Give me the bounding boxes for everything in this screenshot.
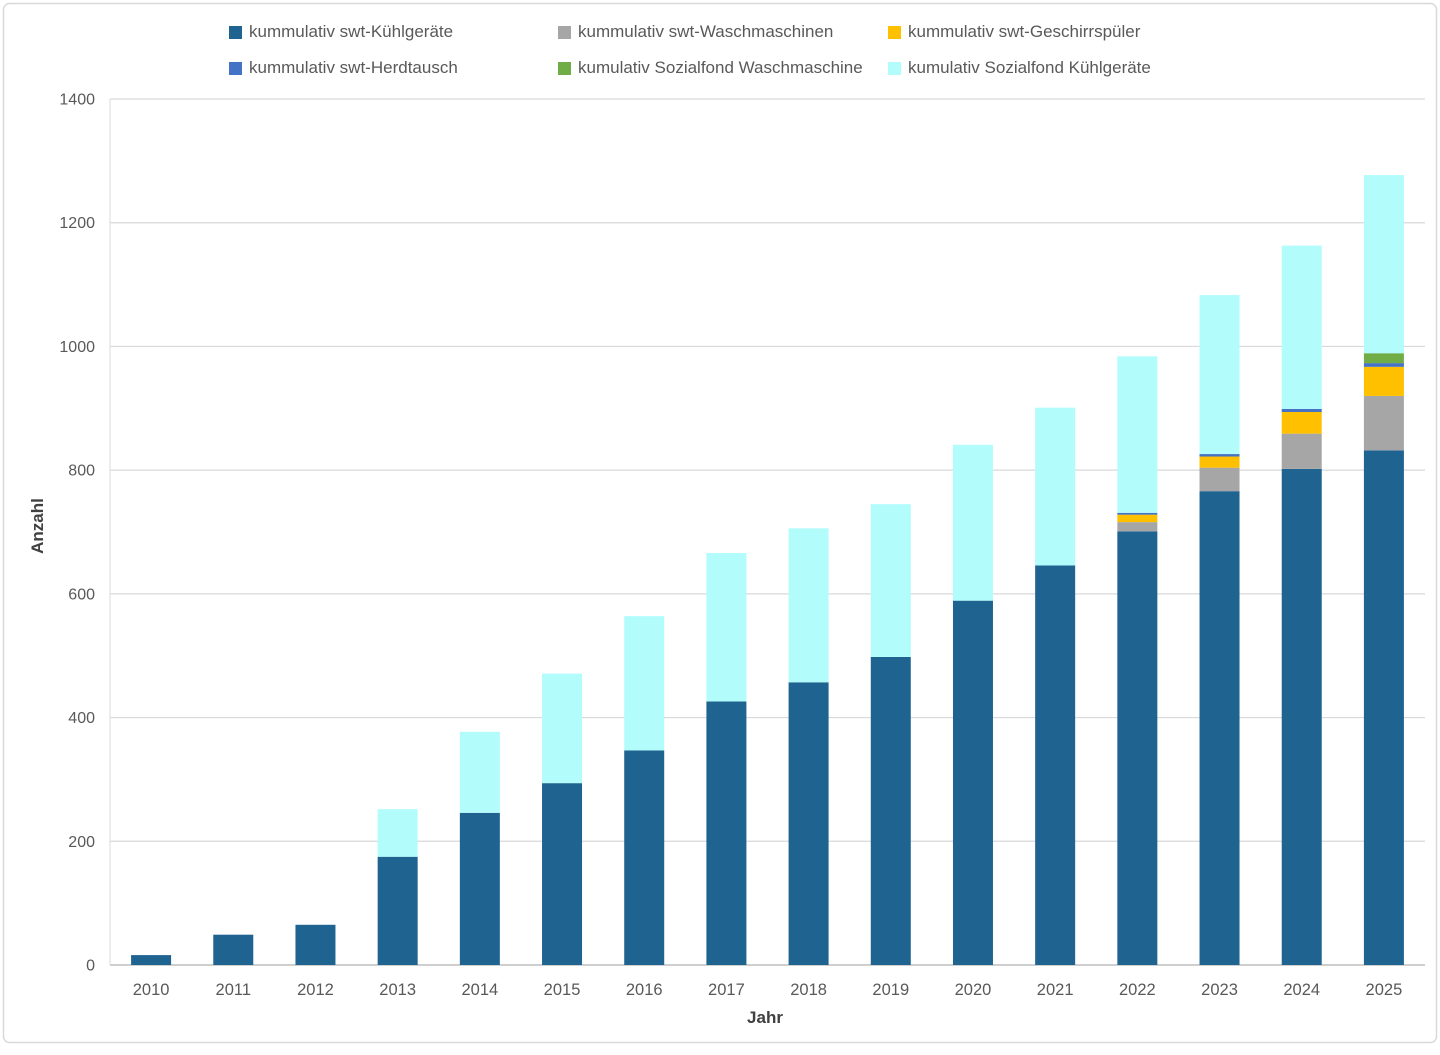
legend-label: kummulativ swt-Kühlgeräte [249, 22, 454, 41]
legend-color-swatch [558, 25, 571, 39]
bar-segment [131, 955, 172, 965]
bar-segment [377, 809, 418, 857]
x-tick-label: 2019 [872, 981, 909, 999]
legend-color-swatch [888, 61, 901, 75]
x-tick-label: 2020 [955, 981, 992, 999]
legend-item: kummulativ swt-Geschirrspüler [888, 22, 1140, 42]
x-tick-label: 2016 [626, 981, 663, 999]
bar-segment [952, 444, 993, 601]
legend-color-swatch [229, 61, 242, 75]
y-tick-label: 600 [68, 586, 95, 603]
legend-label: kummulativ swt-Geschirrspüler [908, 22, 1141, 41]
bar-segment [1117, 512, 1158, 515]
bar-segment [542, 673, 583, 784]
bar-segment [1117, 514, 1158, 523]
bar-segment [1199, 456, 1240, 468]
y-tick-label: 200 [68, 834, 95, 851]
legend-label: kummulativ swt-Herdtausch [249, 58, 458, 77]
bar-segment [1281, 433, 1322, 469]
x-tick-label: 2012 [297, 981, 334, 999]
x-tick-label: 2014 [461, 981, 498, 999]
x-tick-label: 2024 [1283, 981, 1320, 999]
y-tick-label: 0 [86, 958, 95, 975]
bar-segment [542, 783, 583, 965]
legend-label: kumulativ Sozialfond Waschmaschine [578, 58, 863, 77]
bar-segment [1363, 395, 1404, 451]
x-axis-title: Jahr [747, 1008, 783, 1027]
bar-segment [459, 731, 500, 813]
legend-label: kumulativ Sozialfond Kühlgeräte [908, 58, 1151, 77]
bar-segment [706, 701, 747, 965]
x-tick-label: 2017 [708, 981, 745, 999]
legend-item: kumulativ Sozialfond Waschmaschine [558, 58, 863, 78]
bar-segment [1363, 363, 1404, 367]
legend-color-swatch [888, 25, 901, 39]
bar-segment [1117, 522, 1158, 532]
x-tick-label: 2011 [216, 981, 251, 999]
legend-label: kummulativ swt-Waschmaschinen [578, 22, 834, 41]
x-tick-label: 2018 [790, 981, 827, 999]
x-tick-label: 2010 [133, 981, 170, 999]
bar-segment [788, 682, 829, 965]
bar-segment [1035, 565, 1076, 965]
x-tick-label: 2022 [1119, 981, 1156, 999]
bar-segment [1281, 245, 1322, 409]
x-tick-label: 2025 [1366, 981, 1403, 999]
bar-segment [952, 600, 993, 965]
bar-segment [1199, 295, 1240, 455]
legend-color-swatch [229, 25, 242, 39]
legend-item: kummulativ swt-Waschmaschinen [558, 22, 833, 42]
x-tick-label: 2023 [1201, 981, 1238, 999]
bar-segment [1117, 531, 1158, 965]
legend-item: kummulativ swt-Herdtausch [229, 58, 458, 78]
bar-segment [1363, 175, 1404, 354]
bar-segment [788, 528, 829, 683]
bar-segment [624, 750, 665, 965]
x-tick-label: 2015 [544, 981, 581, 999]
bar-segment [213, 934, 254, 965]
legend-color-swatch [558, 61, 571, 75]
bar-segment [377, 856, 418, 965]
x-tick-label: 2021 [1037, 981, 1074, 999]
bar-segment [459, 812, 500, 965]
bar-segment [1281, 468, 1322, 965]
bar-segment [1363, 450, 1404, 965]
bar-segment [1199, 467, 1240, 492]
y-tick-label: 1400 [59, 92, 95, 109]
bar-segment [1363, 366, 1404, 396]
bar-segment [1035, 407, 1076, 566]
legend-item: kumulativ Sozialfond Kühlgeräte [888, 58, 1151, 78]
y-tick-label: 800 [68, 463, 95, 480]
bar-segment [624, 616, 665, 751]
bar-segment [706, 553, 747, 702]
y-tick-label: 400 [68, 710, 95, 727]
bar-segment [870, 656, 911, 965]
bar-segment [1199, 491, 1240, 965]
legend-item: kummulativ swt-Kühlgeräte [229, 22, 453, 42]
bar-segment [1281, 411, 1322, 434]
y-tick-label: 1000 [59, 339, 95, 356]
x-tick-label: 2013 [379, 981, 416, 999]
bar-segment [1199, 454, 1240, 457]
bar-segment [1117, 356, 1158, 513]
bar-segment [1363, 353, 1404, 364]
bar-segment [870, 504, 911, 657]
bar-segment [295, 924, 336, 965]
bar-segment [1281, 408, 1322, 412]
y-tick-label: 1200 [59, 215, 95, 232]
y-axis-title: Anzahl [28, 498, 47, 554]
